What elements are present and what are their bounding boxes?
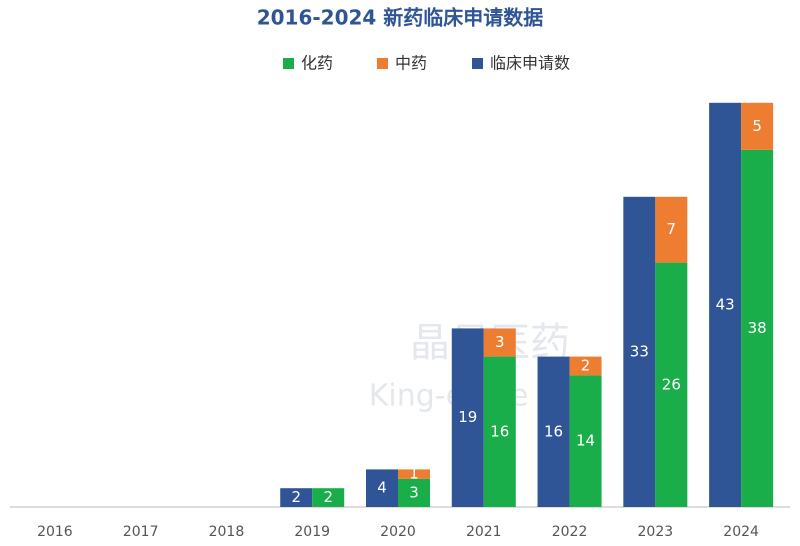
data-label: 5 — [752, 117, 762, 135]
x-tick-label: 2016 — [37, 524, 73, 540]
data-label: 26 — [662, 375, 681, 393]
legend-label: 临床申请数 — [490, 54, 570, 73]
bar-segment — [483, 356, 516, 507]
x-tick-label: 2024 — [723, 524, 759, 540]
x-tick-label: 2023 — [638, 524, 674, 540]
x-tick-label: 2019 — [294, 524, 330, 540]
data-label: 38 — [748, 319, 767, 337]
bar — [366, 469, 398, 507]
data-label: 43 — [716, 295, 735, 313]
data-label: 19 — [458, 408, 477, 426]
data-label: 2 — [291, 488, 301, 506]
legend-swatch — [472, 58, 483, 69]
bar-segment — [569, 356, 602, 376]
data-label: 1 — [409, 465, 419, 483]
data-label: 3 — [495, 333, 505, 351]
data-label: 2 — [581, 357, 591, 375]
bar-segment — [483, 328, 516, 357]
bar-segment — [398, 478, 430, 507]
data-label: 16 — [544, 422, 563, 440]
x-tick-label: 2022 — [552, 524, 588, 540]
bar — [709, 102, 742, 508]
chart-title: 2016-2024 新药临床申请数据 — [257, 6, 544, 30]
bar-segment — [741, 149, 774, 508]
data-label: 7 — [667, 220, 677, 238]
data-label: 4 — [377, 479, 387, 497]
legend-label: 中药 — [395, 54, 427, 73]
bar — [451, 328, 484, 507]
data-label: 2 — [323, 488, 333, 506]
bar-segment — [741, 102, 774, 150]
legend-label: 化药 — [301, 54, 333, 73]
data-label: 3 — [409, 483, 419, 501]
data-label: 33 — [630, 342, 649, 360]
data-label: 16 — [490, 422, 509, 440]
legend-swatch — [377, 58, 388, 69]
data-label: 14 — [576, 432, 595, 450]
x-tick-label: 2018 — [209, 524, 245, 540]
bar-segment — [655, 196, 688, 263]
x-tick-label: 2020 — [380, 524, 416, 540]
bar-segment — [569, 375, 602, 507]
bar — [537, 356, 570, 507]
bar-segment — [398, 469, 430, 479]
bar — [623, 196, 656, 508]
bar — [280, 488, 313, 507]
legend-swatch — [283, 58, 294, 69]
bar-segment — [655, 262, 688, 507]
x-tick-label: 2021 — [466, 524, 502, 540]
bar-segment — [312, 488, 345, 507]
x-tick-label: 2017 — [123, 524, 159, 540]
